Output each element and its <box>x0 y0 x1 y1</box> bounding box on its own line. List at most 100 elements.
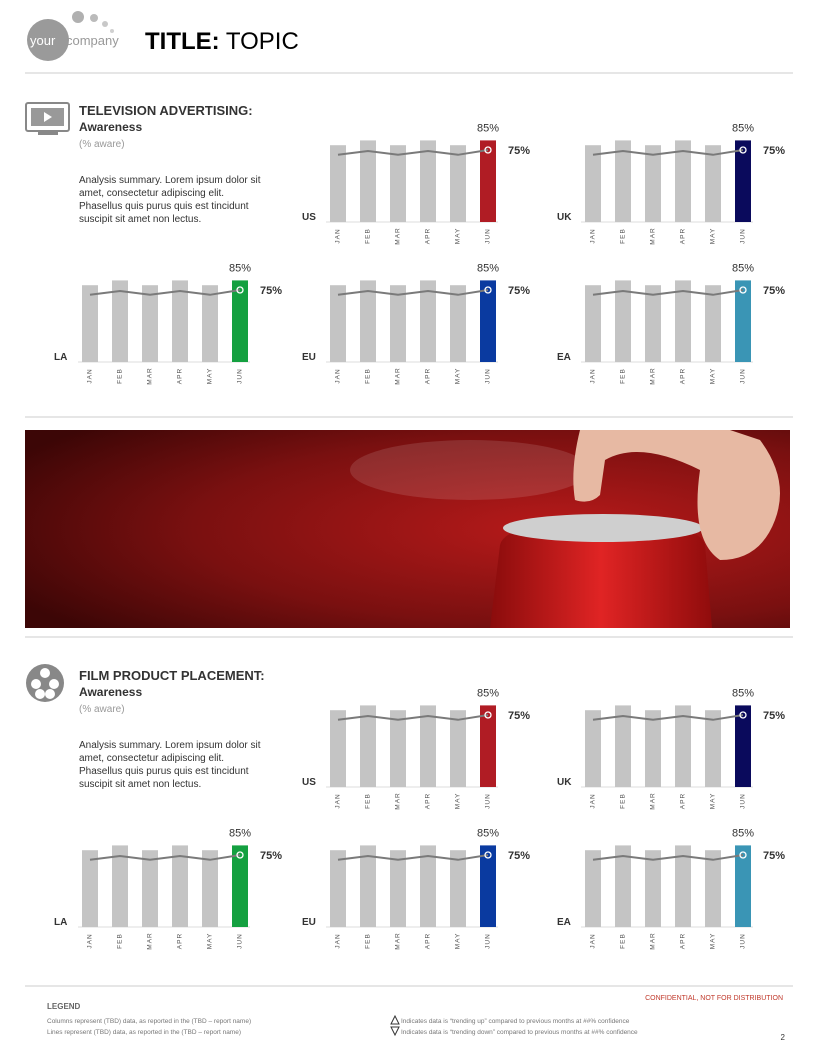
bar-value-label: 85% <box>732 262 754 274</box>
bar <box>330 285 346 362</box>
month-label: JAN <box>590 228 597 243</box>
trend-line <box>592 714 744 721</box>
section-subtitle: Awareness <box>79 120 142 134</box>
legend-note: Columns represent (TBD) data, as reporte… <box>47 1018 251 1025</box>
bar <box>420 280 436 362</box>
month-label: JAN <box>335 368 342 383</box>
bar <box>420 705 436 787</box>
month-label: APR <box>177 933 184 949</box>
month-label: JAN <box>590 933 597 948</box>
month-label: MAR <box>395 367 402 384</box>
region-label: EA <box>557 352 571 363</box>
bar <box>480 705 496 787</box>
bar <box>172 845 188 927</box>
month-label: JUN <box>740 793 747 809</box>
month-label: JAN <box>87 368 94 383</box>
bar-value-label: 85% <box>477 827 499 839</box>
month-label: APR <box>680 368 687 384</box>
month-label: FEB <box>365 933 372 949</box>
bar <box>112 280 128 362</box>
film-icon <box>26 664 64 702</box>
month-label: APR <box>680 228 687 244</box>
month-label: FEB <box>365 368 372 384</box>
bar <box>360 705 376 787</box>
region-label: US <box>302 777 316 788</box>
trend-line <box>592 149 744 156</box>
line-point <box>739 851 747 859</box>
bar-value-label: 85% <box>229 262 251 274</box>
line-value-label: 75% <box>508 145 530 157</box>
section-title: TELEVISION ADVERTISING: <box>79 103 253 118</box>
bar <box>615 140 631 222</box>
month-label: MAY <box>207 368 214 385</box>
bar <box>585 850 601 927</box>
month-label: JUN <box>740 228 747 244</box>
region-label: US <box>302 212 316 223</box>
bar <box>645 710 661 787</box>
page-number: 2 <box>781 1033 786 1042</box>
title-bold: TITLE: <box>145 28 220 55</box>
month-label: MAY <box>455 793 462 810</box>
month-label: JUN <box>237 933 244 949</box>
trend-line <box>337 854 489 861</box>
title-rest: TOPIC <box>226 28 299 55</box>
bar <box>420 845 436 927</box>
month-label: FEB <box>365 793 372 809</box>
bar <box>360 280 376 362</box>
bar <box>705 710 721 787</box>
trend-line <box>592 289 744 296</box>
bar-value-label: 85% <box>229 827 251 839</box>
bar-value-label: 85% <box>732 827 754 839</box>
bar <box>390 710 406 787</box>
bar <box>390 850 406 927</box>
month-label: MAY <box>710 368 717 385</box>
logo-text: company <box>66 33 119 48</box>
line-point <box>484 146 492 154</box>
month-label: APR <box>425 228 432 244</box>
bar <box>450 710 466 787</box>
line-point <box>236 851 244 859</box>
month-label: MAR <box>650 367 657 384</box>
bar <box>480 280 496 362</box>
month-label: JAN <box>590 368 597 383</box>
line-value-label: 75% <box>508 285 530 297</box>
trend-line <box>337 149 489 156</box>
month-label: JAN <box>335 228 342 243</box>
bar <box>450 850 466 927</box>
confidential: CONFIDENTIAL, NOT FOR DISTRIBUTION <box>645 995 783 1002</box>
logo: your company <box>27 11 119 61</box>
month-label: MAY <box>710 228 717 245</box>
month-label: FEB <box>620 933 627 949</box>
bar <box>142 850 158 927</box>
bar <box>420 140 436 222</box>
trend-line <box>337 714 489 721</box>
month-label: APR <box>680 793 687 809</box>
bar-value-label: 85% <box>477 687 499 699</box>
month-label: FEB <box>620 228 627 244</box>
line-value-label: 75% <box>508 850 530 862</box>
month-label: JAN <box>87 933 94 948</box>
region-label: UK <box>557 212 572 223</box>
page-title: TITLE: TOPIC <box>145 28 299 55</box>
bar <box>735 845 751 927</box>
bar <box>142 285 158 362</box>
month-label: MAY <box>207 933 214 950</box>
month-label: APR <box>425 368 432 384</box>
bar <box>675 280 691 362</box>
line-value-label: 75% <box>508 710 530 722</box>
month-label: MAR <box>147 367 154 384</box>
trend-down-icon <box>390 1026 400 1037</box>
legend-title: LEGEND <box>47 1002 81 1011</box>
bar <box>585 710 601 787</box>
bar <box>585 145 601 222</box>
trend-line <box>337 289 489 296</box>
legend-note: Lines represent (TBD) data, as reported … <box>47 1029 241 1036</box>
line-value-label: 75% <box>763 285 785 297</box>
month-label: JUN <box>485 368 492 384</box>
section-title: FILM PRODUCT PLACEMENT: <box>79 668 265 683</box>
section-subtitle: Awareness <box>79 685 142 699</box>
month-label: FEB <box>620 793 627 809</box>
month-label: JUN <box>485 228 492 244</box>
